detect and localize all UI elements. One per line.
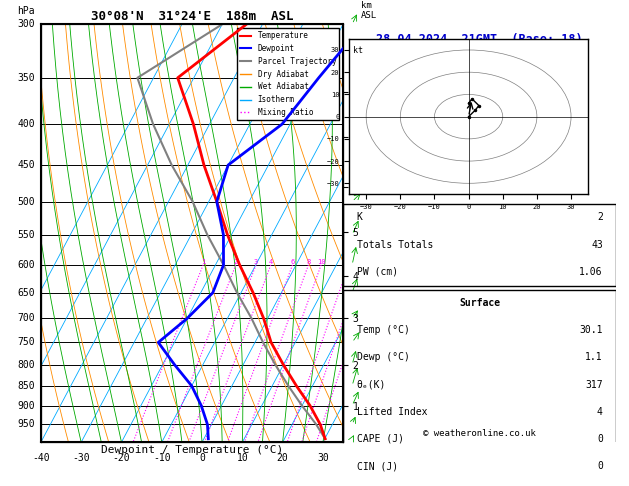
Text: 400: 400 <box>17 119 35 129</box>
Text: 30: 30 <box>317 453 329 463</box>
Text: 650: 650 <box>17 288 35 298</box>
Legend: Temperature, Dewpoint, Parcel Trajectory, Dry Adiabat, Wet Adiabat, Isotherm, Mi: Temperature, Dewpoint, Parcel Trajectory… <box>237 28 339 120</box>
Text: PW (cm): PW (cm) <box>357 267 398 277</box>
Text: Temp (°C): Temp (°C) <box>357 325 409 335</box>
X-axis label: Dewpoint / Temperature (°C): Dewpoint / Temperature (°C) <box>101 445 283 455</box>
Text: 3: 3 <box>254 259 258 265</box>
Text: 750: 750 <box>17 337 35 347</box>
Text: 1.06: 1.06 <box>579 267 603 277</box>
Text: 28.04.2024  21GMT  (Base: 18): 28.04.2024 21GMT (Base: 18) <box>376 33 583 46</box>
Text: Dewp (°C): Dewp (°C) <box>357 352 409 363</box>
Text: 10: 10 <box>317 259 325 265</box>
Text: 550: 550 <box>17 230 35 240</box>
Text: 850: 850 <box>17 381 35 391</box>
Text: 43: 43 <box>591 240 603 249</box>
Text: 10: 10 <box>237 453 248 463</box>
Text: © weatheronline.co.uk: © weatheronline.co.uk <box>423 429 536 438</box>
Text: 800: 800 <box>17 360 35 370</box>
Text: CAPE (J): CAPE (J) <box>357 434 404 444</box>
Text: 317: 317 <box>585 380 603 390</box>
Text: 30.1: 30.1 <box>579 325 603 335</box>
Text: Totals Totals: Totals Totals <box>357 240 433 249</box>
Text: 300: 300 <box>17 19 35 29</box>
Text: θₑ(K): θₑ(K) <box>357 380 386 390</box>
Text: 4: 4 <box>597 407 603 417</box>
Text: 350: 350 <box>17 73 35 83</box>
Text: Lifted Index: Lifted Index <box>357 407 427 417</box>
Text: -30: -30 <box>72 453 90 463</box>
Title: 30°08'N  31°24'E  188m  ASL: 30°08'N 31°24'E 188m ASL <box>91 10 293 23</box>
Text: 950: 950 <box>17 419 35 430</box>
Text: 6: 6 <box>291 259 294 265</box>
Text: 2: 2 <box>597 212 603 223</box>
Text: km
ASL: km ASL <box>361 0 377 20</box>
Text: 700: 700 <box>17 313 35 324</box>
Text: -20: -20 <box>113 453 130 463</box>
Text: 4: 4 <box>269 259 273 265</box>
Text: CIN (J): CIN (J) <box>357 461 398 471</box>
Text: 20: 20 <box>277 453 289 463</box>
Text: 1.1: 1.1 <box>585 352 603 363</box>
Text: 8: 8 <box>306 259 311 265</box>
Text: 0: 0 <box>199 453 205 463</box>
Text: 2: 2 <box>233 259 238 265</box>
Text: hPa: hPa <box>17 6 35 16</box>
Text: Surface: Surface <box>459 298 500 308</box>
Text: 500: 500 <box>17 197 35 207</box>
Text: 1: 1 <box>201 259 205 265</box>
Text: 600: 600 <box>17 260 35 270</box>
Text: -10: -10 <box>153 453 170 463</box>
Text: 0: 0 <box>597 434 603 444</box>
Text: -40: -40 <box>32 453 50 463</box>
Text: kt: kt <box>352 46 362 54</box>
Text: K: K <box>357 212 362 223</box>
Text: 0: 0 <box>597 461 603 471</box>
Text: 450: 450 <box>17 160 35 170</box>
Text: 900: 900 <box>17 400 35 411</box>
